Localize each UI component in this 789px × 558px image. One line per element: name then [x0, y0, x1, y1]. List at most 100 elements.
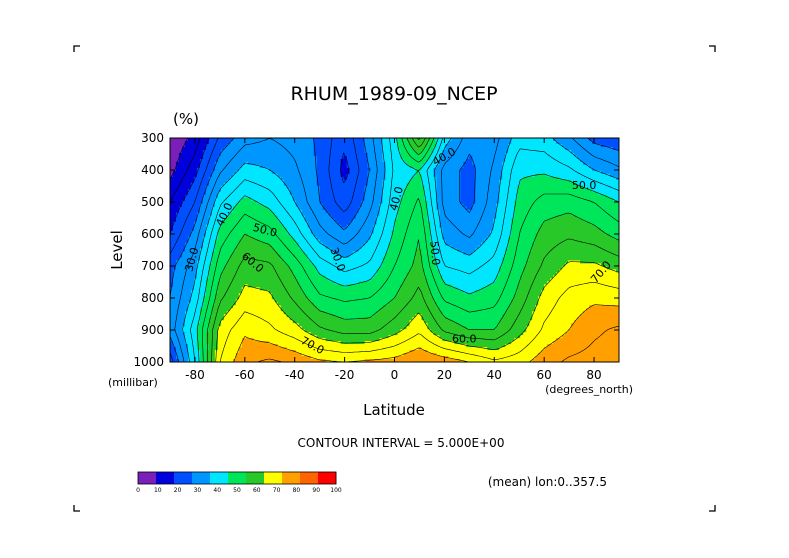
contour-fill-cell [232, 152, 237, 157]
contour-fill-cell [202, 155, 207, 160]
contour-fill-cell [295, 138, 300, 142]
contour-fill-cell [469, 146, 473, 151]
contour-fill-cell [523, 143, 527, 148]
contour-fill-cell [535, 146, 539, 151]
contour-fill-cell [571, 149, 575, 154]
contour-fill-cell [256, 149, 261, 154]
contour-fill-cell [466, 155, 470, 160]
contour-fill-cell [208, 152, 213, 157]
contour-fill-cell [520, 149, 524, 154]
contour-fill-cell [232, 143, 237, 148]
contour-fill-cell [265, 152, 270, 157]
contour-fill-cell [427, 158, 432, 163]
contour-fill-cell [493, 155, 497, 160]
contour-fill-cell [439, 138, 443, 142]
contour-fill-cell [394, 138, 399, 142]
contour-fill-cell [565, 138, 569, 142]
contour-fill-cell [472, 138, 476, 142]
contour-fill-cell [220, 140, 225, 145]
contour-fill-cell [532, 155, 536, 160]
contour-fill-cell [430, 152, 435, 157]
contour-fill-cell [565, 149, 569, 154]
contour-fill-cell [214, 138, 219, 142]
contour-fill-cell [373, 149, 378, 154]
contour-fill-cell [586, 155, 590, 160]
contour-fill-cell [379, 155, 384, 160]
contour-fill-cell [256, 155, 261, 160]
contour-fill-cell [541, 140, 545, 145]
contour-fill-cell [589, 140, 593, 145]
contour-fill-cell [283, 158, 288, 163]
contour-fill-cell [508, 149, 512, 154]
contour-fill-cell [475, 138, 479, 142]
contour-fill-cell [436, 149, 440, 154]
contour-fill-cell [340, 149, 345, 154]
contour-fill-cell [409, 158, 414, 163]
contour-fill-cell [325, 143, 330, 148]
contour-fill-cell [334, 138, 339, 142]
contour-fill-cell [292, 146, 297, 151]
contour-fill-cell [367, 140, 372, 145]
contour-fill-cell [199, 140, 204, 145]
contour-fill-cell [304, 152, 309, 157]
contour-fill-cell [448, 152, 452, 157]
contour-fill-cell [532, 138, 536, 142]
contour-fill-cell [412, 158, 417, 163]
contour-fill-cell [376, 146, 381, 151]
contour-fill-cell [463, 152, 467, 157]
contour-fill-cell [565, 140, 569, 145]
contour-fill-cell [388, 149, 393, 154]
contour-fill-cell [367, 155, 372, 160]
contour-fill-cell [358, 152, 363, 157]
contour-fill-cell [187, 152, 192, 157]
contour-fill-cell [328, 152, 333, 157]
contour-fill-cell [373, 140, 378, 145]
contour-fill-cell [475, 143, 479, 148]
contour-fill-cell [289, 138, 294, 142]
contour-fill-cell [523, 152, 527, 157]
contour-fill-cell [226, 143, 231, 148]
contour-fill-cell [592, 146, 596, 151]
contour-fill-cell [331, 155, 336, 160]
contour-fill-cell [472, 152, 476, 157]
contour-fill-cell [244, 138, 249, 142]
contour-fill-cell [352, 152, 357, 157]
contour-fill-cell [298, 155, 303, 160]
contour-fill-cell [415, 152, 420, 157]
contour-fill-cell [409, 138, 414, 142]
contour-fill-cell [553, 140, 557, 145]
contour-fill-cell [259, 146, 264, 151]
contour-fill-cell [304, 149, 309, 154]
contour-fill-cell [385, 158, 390, 163]
contour-fill-cell [292, 149, 297, 154]
contour-fill-cell [199, 138, 204, 142]
contour-fill-cell [322, 140, 327, 145]
contour-fill-cell [217, 146, 222, 151]
contour-fill-cell [382, 152, 387, 157]
contour-fill-cell [217, 143, 222, 148]
contour-fill-cell [271, 146, 276, 151]
contour-fill-cell [577, 138, 581, 142]
contour-fill-cell [403, 152, 408, 157]
contour-fill-cell [253, 155, 258, 160]
contour-fill-cell [319, 146, 324, 151]
contour-fill-cell [580, 138, 584, 142]
contour-fill-cell [589, 138, 593, 142]
contour-fill-cell [517, 146, 521, 151]
contour-fill-cell [517, 152, 521, 157]
contour-fill-cell [535, 149, 539, 154]
contour-fill-cell [170, 138, 174, 142]
contour-fill-cell [508, 152, 512, 157]
contour-fill-cell [253, 143, 258, 148]
contour-fill-cell [442, 143, 446, 148]
contour-fill-cell [376, 138, 381, 142]
contour-fill-cell [331, 138, 336, 142]
contour-fill-cell [523, 155, 527, 160]
contour-fill-cell [217, 158, 222, 163]
contour-fill-cell [448, 143, 452, 148]
contour-fill-cell [460, 155, 464, 160]
contour-fill-cell [598, 138, 602, 142]
contour-fill-cell [481, 155, 485, 160]
contour-fill-cell [304, 155, 309, 160]
contour-fill-cell [571, 146, 575, 151]
